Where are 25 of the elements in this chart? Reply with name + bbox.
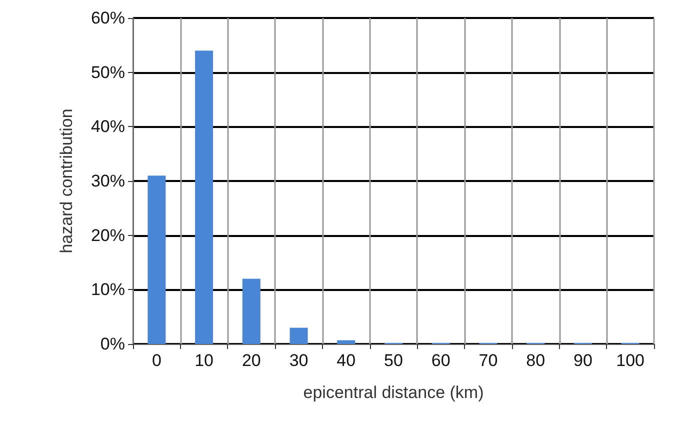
x-tick-label: 50 <box>384 351 403 370</box>
bar <box>242 278 260 344</box>
bar <box>337 340 356 344</box>
x-tick-label: 40 <box>336 351 356 370</box>
y-tick-label: 60% <box>90 8 125 28</box>
x-tick-label: 10 <box>194 351 214 370</box>
bar <box>195 50 214 344</box>
x-tick-label: 0 <box>152 351 162 370</box>
y-tick-label: 10% <box>90 280 125 300</box>
x-tick-label: 80 <box>526 351 546 370</box>
x-tick-label: 70 <box>478 351 498 370</box>
y-tick-label: 0% <box>100 334 125 354</box>
y-axis-title: hazard contribution <box>57 108 76 254</box>
y-tick-label: 30% <box>90 172 125 190</box>
y-tick-label: 40% <box>90 117 125 136</box>
bar <box>290 328 308 344</box>
x-tick-label: 20 <box>242 351 261 370</box>
x-tick-label: 90 <box>573 351 592 370</box>
y-tick-label: 20% <box>90 226 125 245</box>
x-tick-label: 30 <box>289 351 308 370</box>
x-tick-label: 100 <box>616 351 645 370</box>
x-tick-label: 60 <box>431 351 450 370</box>
y-tick-label: 50% <box>90 62 125 82</box>
x-axis-title: epicentral distance (km) <box>303 383 484 402</box>
bar <box>148 176 166 344</box>
